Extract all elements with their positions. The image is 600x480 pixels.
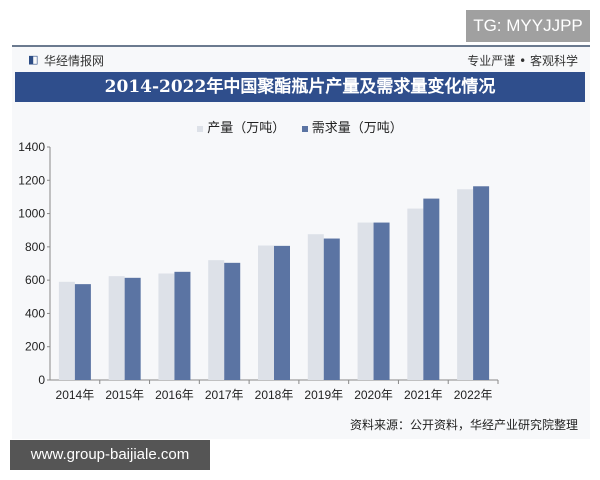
bar-demand	[423, 198, 440, 380]
bar-demand	[473, 186, 490, 380]
header: ◧ 华经情报网 专业严谨 • 客观科学	[12, 50, 590, 70]
legend-swatch	[301, 125, 308, 132]
y-tick-label: 0	[38, 373, 45, 387]
x-tick-label: 2020年	[354, 388, 393, 402]
bar-demand	[124, 277, 141, 380]
legend-label: 需求量（万吨）	[311, 121, 403, 136]
x-tick-label: 2018年	[255, 388, 294, 402]
bar-demand	[224, 262, 241, 380]
bar-production	[258, 245, 274, 380]
slogan: 专业严谨 • 客观科学	[467, 54, 578, 68]
chart-card	[12, 45, 590, 439]
bar-production	[158, 273, 175, 380]
source-note: 资料来源：公开资料，华经产业研究院整理	[349, 418, 578, 432]
legend-item-demand: 需求量（万吨）	[301, 121, 403, 136]
x-tick-label: 2022年	[454, 388, 493, 402]
bar-demand	[323, 238, 340, 380]
legend-swatch	[197, 125, 204, 132]
bar-demand	[373, 222, 390, 380]
logo-icon: ◧	[28, 53, 39, 66]
y-tick-label: 1000	[18, 207, 45, 221]
x-tick-label: 2016年	[155, 388, 194, 402]
bar-production	[208, 260, 225, 380]
y-tick-label: 600	[25, 273, 45, 287]
url-watermark: www.group-baijiale.com	[10, 440, 210, 470]
bar-demand	[174, 271, 191, 380]
y-tick-label: 1400	[18, 140, 45, 154]
tg-watermark: TG: MYYJJPP	[466, 10, 590, 42]
x-tick-label: 2017年	[205, 388, 244, 402]
bar-demand	[74, 284, 91, 380]
bar-production	[58, 281, 75, 380]
legend-label: 产量（万吨）	[207, 121, 286, 136]
y-tick-label: 800	[25, 240, 45, 254]
bar-production	[108, 276, 125, 380]
bar-production	[457, 189, 474, 380]
y-tick-label: 200	[25, 340, 45, 354]
x-tick-label: 2014年	[56, 388, 95, 402]
bar-demand	[274, 245, 290, 380]
brand-name: 华经情报网	[44, 54, 105, 68]
bar-production	[357, 222, 374, 380]
x-tick-label: 2015年	[105, 388, 144, 402]
bar-production	[307, 234, 324, 380]
legend-item-production: 产量（万吨）	[197, 121, 285, 136]
chart-title: 2014-2022年中国聚酯瓶片产量及需求量变化情况	[15, 72, 585, 102]
y-tick-label: 400	[25, 306, 45, 320]
bar-production	[407, 208, 424, 380]
legend: 产量（万吨） 需求量（万吨）	[0, 117, 600, 136]
x-tick-label: 2021年	[404, 388, 443, 402]
y-tick-label: 1200	[18, 173, 45, 187]
x-tick-label: 2019年	[304, 388, 343, 402]
